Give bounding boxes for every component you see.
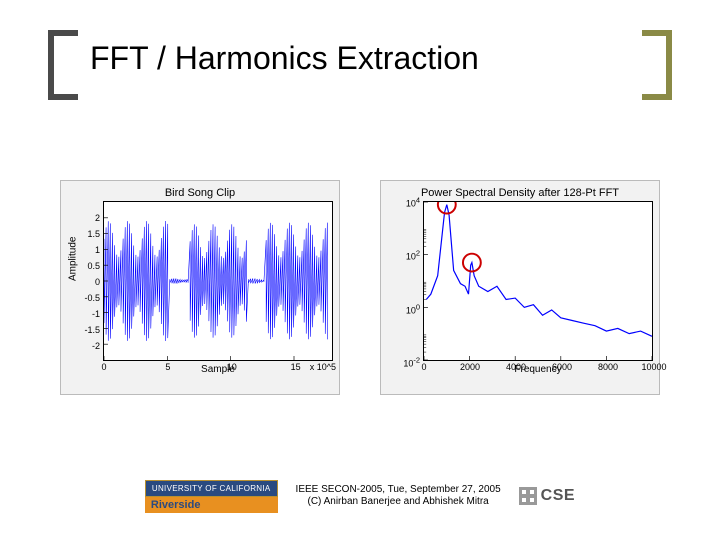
ytick: 102 [390, 249, 420, 262]
x-unit: x 10^5 [310, 362, 336, 372]
ytick: 2 [70, 213, 100, 223]
xtick: 6000 [552, 362, 572, 372]
xtick: 0 [421, 362, 426, 372]
chart-left-svg [104, 202, 332, 360]
ytick: 104 [390, 196, 420, 209]
chart-left-title: Bird Song Clip [67, 187, 333, 199]
ytick: -2 [70, 341, 100, 351]
bracket-right [642, 30, 672, 100]
chart-right-plot: 10-21001021040200040006000800010000 [423, 201, 653, 361]
ytick: 100 [390, 302, 420, 315]
ytick: -0.5 [70, 293, 100, 303]
chart-right-title: Power Spectral Density after 128-Pt FFT [387, 187, 653, 199]
xtick: 15 [291, 362, 301, 372]
cse-badge: CSE [519, 487, 575, 505]
footer-text: IEEE SECON-2005, Tue, September 27, 2005… [296, 484, 501, 509]
xtick: 4000 [506, 362, 526, 372]
ytick: 10-2 [390, 356, 420, 369]
footer-line2: (C) Anirban Banerjee and Abhishek Mitra [296, 496, 501, 509]
cse-text: CSE [541, 487, 575, 505]
xtick: 0 [101, 362, 106, 372]
ytick: 0 [70, 277, 100, 287]
chart-left-panel: Bird Song Clip Amplitude -2-1.5-1-0.500.… [60, 180, 340, 395]
xtick: 10 [227, 362, 237, 372]
ytick: 1.5 [70, 229, 100, 239]
ytick: -1 [70, 309, 100, 319]
ytick: 1 [70, 245, 100, 255]
cse-icon [519, 487, 537, 505]
xtick: 8000 [598, 362, 618, 372]
footer-line1: IEEE SECON-2005, Tue, September 27, 2005 [296, 484, 501, 497]
bracket-left [48, 30, 78, 100]
chart-right-xlabel: Frequency [423, 364, 653, 375]
footer: UNIVERSITY OF CALIFORNIA Riverside IEEE … [0, 476, 720, 516]
ucr-badge-bottom: Riverside [145, 497, 278, 513]
chart-left-ylabel: Amplitude [68, 237, 79, 281]
slide-title-bracket: FFT / Harmonics Extraction [48, 30, 672, 100]
chart-left-plot: -2-1.5-1-0.500.511.52051015x 10^5 [103, 201, 333, 361]
chart-right-panel: Power Spectral Density after 128-Pt FFT … [380, 180, 660, 395]
ytick: -1.5 [70, 325, 100, 335]
xtick: 2000 [460, 362, 480, 372]
ucr-badge-top: UNIVERSITY OF CALIFORNIA [145, 480, 278, 497]
slide-title: FFT / Harmonics Extraction [90, 40, 479, 77]
chart-panels: Bird Song Clip Amplitude -2-1.5-1-0.500.… [60, 180, 660, 410]
ytick: 0.5 [70, 261, 100, 271]
chart-right-svg [424, 202, 652, 360]
xtick: 5 [165, 362, 170, 372]
xtick: 10000 [641, 362, 666, 372]
ucr-badge: UNIVERSITY OF CALIFORNIA Riverside [145, 480, 278, 513]
